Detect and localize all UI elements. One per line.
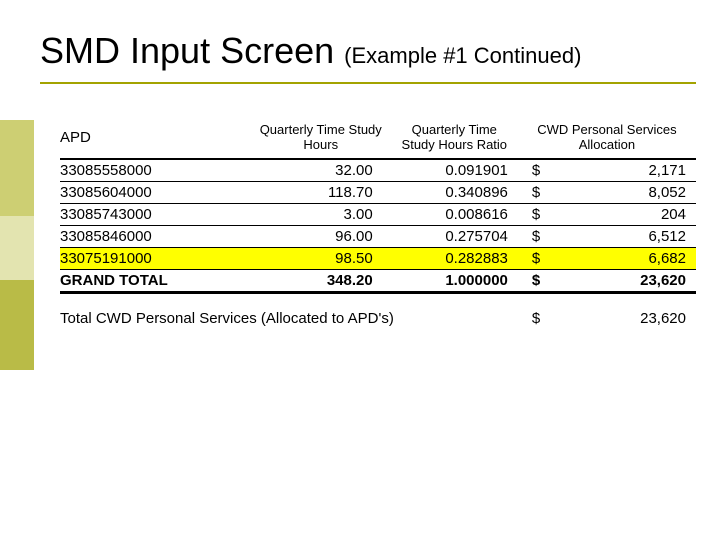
table-row: 3308555800032.000.091901$2,171: [60, 159, 696, 182]
cell-apd: 33085558000: [60, 159, 251, 182]
cell-currency: $: [518, 182, 550, 204]
cell-hours: 118.70: [251, 182, 391, 204]
cell-apd: 33085846000: [60, 226, 251, 248]
footer-total-row: Total CWD Personal Services (Allocated t…: [60, 293, 696, 330]
table-row: 3307519100098.500.282883$6,682: [60, 248, 696, 270]
col-header-apd: APD: [60, 118, 251, 159]
cell-ratio: 0.340896: [391, 182, 518, 204]
cell-hours: 3.00: [251, 204, 391, 226]
table-row: 330857430003.000.008616$204: [60, 204, 696, 226]
cell-apd: 33085743000: [60, 204, 251, 226]
gt-amount: 23,620: [550, 270, 696, 293]
accent-band-1: [0, 120, 34, 216]
cell-amount: 6,682: [550, 248, 696, 270]
col-header-ratio: Quarterly Time Study Hours Ratio: [391, 118, 518, 159]
page-title: SMD Input Screen (Example #1 Continued): [40, 30, 696, 72]
title-block: SMD Input Screen (Example #1 Continued): [40, 30, 696, 84]
col-header-alloc: CWD Personal Services Allocation: [518, 118, 696, 159]
cell-amount: 6,512: [550, 226, 696, 248]
title-sub-text: (Example #1 Continued): [344, 43, 581, 68]
gt-hours: 348.20: [251, 270, 391, 293]
gt-ratio: 1.000000: [391, 270, 518, 293]
cell-amount: 2,171: [550, 159, 696, 182]
accent-band-3: [0, 280, 34, 370]
gt-label: GRAND TOTAL: [60, 270, 251, 293]
grand-total-row: GRAND TOTAL348.201.000000$23,620: [60, 270, 696, 293]
gt-currency: $: [518, 270, 550, 293]
cell-currency: $: [518, 248, 550, 270]
accent-band-2: [0, 216, 34, 280]
cell-currency: $: [518, 204, 550, 226]
slide: SMD Input Screen (Example #1 Continued) …: [0, 0, 720, 540]
cell-ratio: 0.008616: [391, 204, 518, 226]
cell-amount: 8,052: [550, 182, 696, 204]
table-header-row: APD Quarterly Time Study Hours Quarterly…: [60, 118, 696, 159]
title-main-text: SMD Input Screen: [40, 30, 334, 71]
allocation-table: APD Quarterly Time Study Hours Quarterly…: [60, 118, 696, 329]
cell-currency: $: [518, 226, 550, 248]
cell-apd: 33075191000: [60, 248, 251, 270]
left-accent-bands: [0, 120, 34, 370]
table-row: 33085604000118.700.340896$8,052: [60, 182, 696, 204]
cell-amount: 204: [550, 204, 696, 226]
footer-label: Total CWD Personal Services (Allocated t…: [60, 293, 518, 330]
table-row: 3308584600096.000.275704$6,512: [60, 226, 696, 248]
cell-ratio: 0.275704: [391, 226, 518, 248]
cell-hours: 98.50: [251, 248, 391, 270]
footer-amount: 23,620: [550, 293, 696, 330]
table-body: 3308555800032.000.091901$2,1713308560400…: [60, 159, 696, 329]
cell-apd: 33085604000: [60, 182, 251, 204]
cell-ratio: 0.282883: [391, 248, 518, 270]
cell-hours: 96.00: [251, 226, 391, 248]
col-header-hours: Quarterly Time Study Hours: [251, 118, 391, 159]
cell-hours: 32.00: [251, 159, 391, 182]
title-rule: [40, 82, 696, 84]
footer-currency: $: [518, 293, 550, 330]
cell-currency: $: [518, 159, 550, 182]
data-table-wrap: APD Quarterly Time Study Hours Quarterly…: [60, 118, 696, 329]
cell-ratio: 0.091901: [391, 159, 518, 182]
